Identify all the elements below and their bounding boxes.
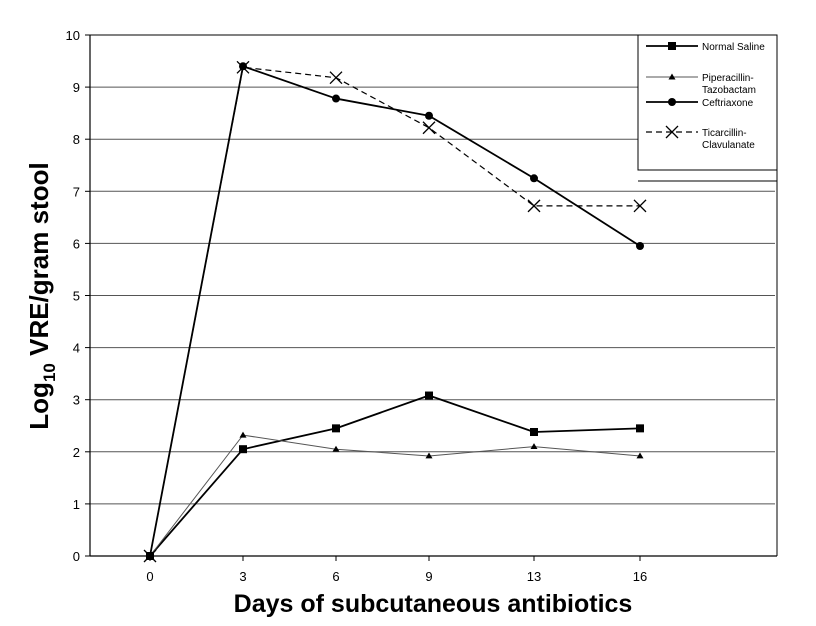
series-3-point-13-stroke-b <box>527 199 541 213</box>
y-tick-label-4: 4 <box>73 341 80 356</box>
y-tick-label-10: 10 <box>66 28 80 43</box>
x-tick-label-9: 9 <box>425 569 432 584</box>
legend-label-0: Normal Saline <box>702 42 765 53</box>
series-line-0 <box>149 394 641 557</box>
y-tick-label-3: 3 <box>73 393 80 408</box>
y-tick-label-9: 9 <box>73 80 80 95</box>
series-0-point-9 <box>425 391 433 400</box>
series-3-point-6 <box>329 71 343 85</box>
legend-swatch-marker-1 <box>668 73 676 80</box>
legend-swatch-marker-0 <box>668 42 676 50</box>
y-axis-title-rest: VRE/gram stool <box>24 162 54 363</box>
series-1-point-9 <box>425 452 433 459</box>
series-lines <box>149 65 641 557</box>
series-3-point-9-stroke-b <box>422 121 436 135</box>
series-3-point-0-stroke-b <box>143 549 157 563</box>
x-tick-label-6: 6 <box>332 569 339 584</box>
series-2-point-13 <box>530 174 538 183</box>
series-line-1 <box>149 434 641 557</box>
y-tick-label-1: 1 <box>73 497 80 512</box>
x-axis-ticks: 0 3 6 9 13 16 <box>146 556 647 584</box>
series-3-point-16 <box>633 199 647 213</box>
y-tick-label-2: 2 <box>73 445 80 460</box>
y-axis-title-subscript: 10 <box>40 363 59 382</box>
legend: Normal Saline Piperacillin-Tazobactam Ceft… <box>637 34 778 171</box>
y-tick-label-7: 7 <box>73 184 80 199</box>
x-tick-label-3: 3 <box>239 569 246 584</box>
legend-label-2: Ceftriaxone <box>702 98 754 109</box>
y-axis-title: Log10 VRE/gram stool <box>24 162 59 429</box>
series-0-point-3 <box>239 445 247 454</box>
series-3-point-13 <box>527 199 541 213</box>
series-2-point-3 <box>239 62 247 71</box>
series-0-point-13 <box>530 428 538 437</box>
legend-label-3-line-0: Ticarcillin- <box>702 128 747 139</box>
legend-label-1-line-1: Tazobactam <box>702 85 756 96</box>
x-tick-label-16: 16 <box>633 569 647 584</box>
x-tick-label-0: 0 <box>146 569 153 584</box>
series-0-point-6 <box>332 424 340 433</box>
y-tick-label-6: 6 <box>73 236 80 251</box>
series-3-point-6-stroke-b <box>329 71 343 85</box>
series-3-point-9 <box>422 121 436 135</box>
y-axis-title-base: Log <box>24 382 54 430</box>
legend-label-3-line-1: Clavulanate <box>702 140 755 151</box>
legend-swatch-marker-3 <box>665 125 679 139</box>
series-1-point-6 <box>332 445 340 452</box>
y-tick-label-8: 8 <box>73 132 80 147</box>
y-tick-label-5: 5 <box>73 289 80 304</box>
series-1-point-13 <box>530 443 538 450</box>
grid-lines <box>90 86 775 505</box>
series-3-point-0 <box>143 549 157 563</box>
y-axis-ticks: 0 1 2 3 4 5 6 7 8 9 10 <box>66 28 90 564</box>
series-0-point-16 <box>636 424 644 433</box>
series-2-point-6 <box>332 94 340 103</box>
legend-label-1-line-0: Piperacillin- <box>702 73 754 84</box>
series-line-2 <box>149 65 641 557</box>
series-2-point-9 <box>425 111 433 120</box>
series-markers <box>143 60 647 563</box>
series-1-point-16 <box>636 452 644 459</box>
series-2-point-16 <box>636 242 644 251</box>
series-3-point-3-stroke-b <box>236 60 250 74</box>
series-3-point-3 <box>236 60 250 74</box>
y-tick-label-0: 0 <box>73 549 80 564</box>
x-tick-label-13: 13 <box>527 569 541 584</box>
x-axis-title: Days of subcutaneous antibiotics <box>234 590 633 618</box>
series-3-point-16-stroke-b <box>633 199 647 213</box>
series-1-point-3 <box>239 431 247 438</box>
legend-swatch-marker-3-stroke-b <box>665 125 679 139</box>
legend-swatch-marker-2 <box>668 98 676 106</box>
series-line-3 <box>149 66 640 557</box>
